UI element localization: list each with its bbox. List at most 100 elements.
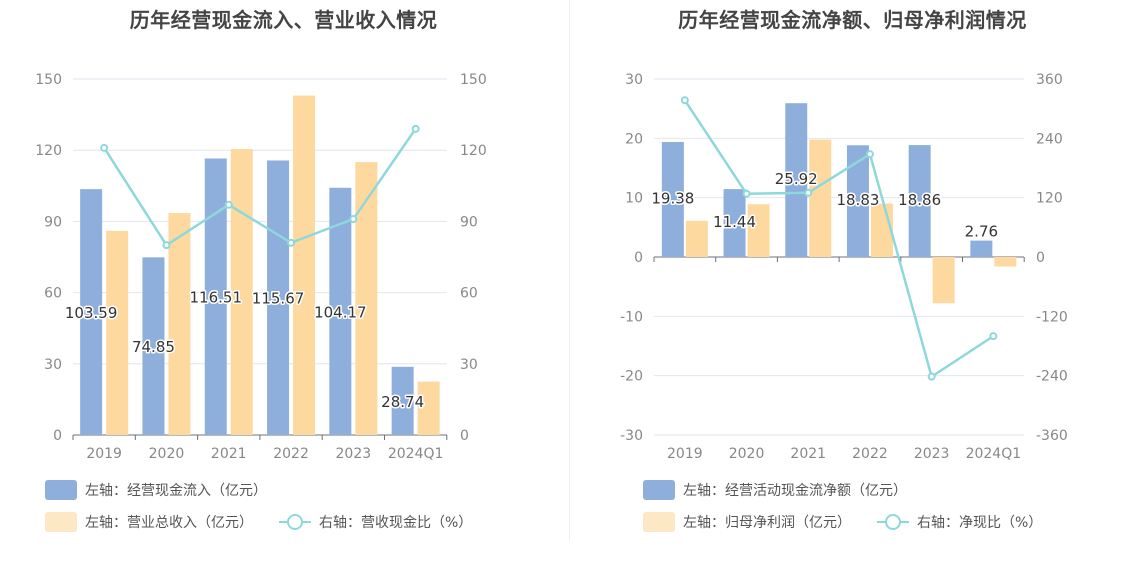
category-label: 2024Q1	[388, 446, 444, 462]
left-axis-tick-label: 20	[625, 131, 643, 147]
legend-item-net-cash[interactable]: 左轴：经营活动现金流净额（亿元）	[643, 480, 907, 500]
category-label: 2022	[273, 446, 309, 462]
ratio-point	[804, 188, 813, 197]
ratio-point	[927, 372, 936, 381]
bar-primary	[142, 257, 165, 435]
bar-secondary	[994, 257, 1017, 267]
legend-item-revenue[interactable]: 左轴：营业总收入（亿元）	[45, 512, 253, 532]
ratio-point	[989, 332, 998, 341]
bar-secondary	[230, 149, 253, 435]
bar-secondary	[355, 162, 378, 436]
chart-panel-net-cash: 历年经营现金流净额、归母净利润情况 -30 -360 -20 -240 -10 -120 0…	[571, 0, 1134, 582]
chart-title: 历年经营现金流净额、归母净利润情况	[678, 8, 1027, 32]
ratio-point	[411, 124, 420, 133]
right-axis-tick-label: 360	[1036, 72, 1063, 88]
ratio-point	[349, 215, 358, 224]
left-axis-tick-label: 90	[44, 214, 62, 230]
bar-secondary	[932, 257, 955, 304]
right-axis-tick-label: 60	[460, 286, 478, 302]
legend-item-cash-ratio[interactable]: 右轴：营收现金比（%）	[279, 512, 472, 532]
legend-row-1: 左轴：经营现金流入（亿元）	[45, 478, 293, 502]
legend-swatch	[45, 480, 77, 500]
left-axis-tick-label: 60	[44, 286, 62, 302]
bar-primary	[970, 240, 993, 257]
legend-item-cash-inflow[interactable]: 左轴：经营现金流入（亿元）	[45, 480, 267, 500]
chart-plot-area: -30 -360 -20 -240 -10 -120 0 0 10 120 20 240 30 360 20…	[620, 72, 1068, 462]
data-label: 18.86	[898, 191, 941, 209]
legend-label: 右轴：净现比（%）	[917, 515, 1043, 531]
chart-panel-cash-inflow: 历年经营现金流入、营业收入情况 0 0 30 30 60 60 90 90 120 120 150 1…	[35, 8, 487, 532]
bar-primary	[391, 366, 414, 435]
category-label: 2019	[86, 446, 122, 462]
ratio-line	[683, 99, 995, 379]
right-axis-tick-label: 0	[1036, 250, 1045, 266]
bar-primary	[785, 103, 808, 257]
ratio-point	[287, 238, 296, 247]
category-label: 2022	[852, 446, 888, 462]
right-axis-tick-label: -360	[1036, 428, 1068, 444]
category-label: 2023	[914, 446, 950, 462]
bar-primary	[846, 145, 869, 257]
left-axis-tick-label: -30	[620, 428, 643, 444]
bar-primary	[661, 142, 684, 257]
left-axis-tick-label: 150	[35, 72, 62, 88]
data-label: 116.51	[190, 289, 243, 307]
right-axis-tick-label: 0	[460, 428, 469, 444]
bar-secondary	[417, 381, 440, 435]
right-axis-tick-label: 120	[460, 143, 487, 159]
data-label: 115.67	[252, 290, 305, 308]
legend-swatch	[643, 512, 675, 532]
bar-secondary	[168, 213, 191, 435]
data-label: 103.59	[65, 304, 118, 322]
ratio-point	[742, 189, 751, 198]
bar-secondary	[870, 203, 893, 257]
ratio-point	[224, 200, 233, 209]
legend-label: 左轴：归母净利润（亿元）	[683, 515, 851, 531]
bar-primary	[723, 189, 746, 257]
left-axis-tick-label: 30	[44, 357, 62, 373]
left-axis-tick-label: 10	[625, 191, 643, 207]
data-label: 28.74	[381, 393, 424, 411]
legend-item-net-profit[interactable]: 左轴：归母净利润（亿元）	[643, 512, 851, 532]
data-label: 25.92	[775, 170, 818, 188]
right-axis-tick-label: -120	[1036, 309, 1068, 325]
bar-primary	[329, 187, 352, 435]
ratio-point	[865, 150, 874, 159]
legend-label: 左轴：经营活动现金流净额（亿元）	[683, 483, 907, 499]
bar-secondary	[809, 139, 832, 257]
panel-divider	[569, 0, 570, 540]
bar-secondary	[685, 220, 708, 257]
ratio-point	[162, 241, 171, 250]
chart-plot-area: 0 0 30 30 60 60 90 90 120 120 150 150 2019 2020 2021 20…	[35, 72, 487, 462]
bar-secondary	[106, 230, 129, 435]
category-label: 2019	[667, 446, 703, 462]
left-axis-tick-label: 30	[625, 72, 643, 88]
bar-primary	[267, 160, 290, 435]
category-label: 2020	[149, 446, 185, 462]
data-label: 11.44	[713, 213, 756, 231]
category-label: 2021	[211, 446, 247, 462]
bar-primary	[204, 158, 227, 435]
ratio-point	[100, 143, 109, 152]
legend-line-marker	[279, 512, 311, 532]
ratio-line	[103, 128, 417, 247]
left-axis-tick-label: 0	[634, 250, 643, 266]
right-axis-tick-label: 120	[1036, 191, 1063, 207]
legend-item-net-cash-ratio[interactable]: 右轴：净现比（%）	[877, 512, 1042, 532]
bar-secondary	[747, 204, 770, 257]
left-axis-tick-label: 120	[35, 143, 62, 159]
legend-label: 右轴：营收现金比（%）	[319, 515, 473, 531]
legend-row-2: 左轴：归母净利润（亿元） 右轴：净现比（%）	[643, 510, 1068, 534]
legend-row-1: 左轴：经营活动现金流净额（亿元）	[643, 478, 933, 502]
bar-primary	[80, 189, 103, 435]
left-axis-tick-label: -10	[620, 309, 643, 325]
right-axis-tick-label: 30	[460, 357, 478, 373]
data-label: 19.38	[651, 190, 694, 208]
right-axis-tick-label: -240	[1036, 369, 1068, 385]
category-label: 2020	[729, 446, 765, 462]
data-label: 18.83	[836, 191, 879, 209]
left-axis-tick-label: 0	[53, 428, 62, 444]
legend-swatch	[643, 480, 675, 500]
right-axis-tick-label: 150	[460, 72, 487, 88]
legend-label: 左轴：经营现金流入（亿元）	[85, 483, 267, 499]
